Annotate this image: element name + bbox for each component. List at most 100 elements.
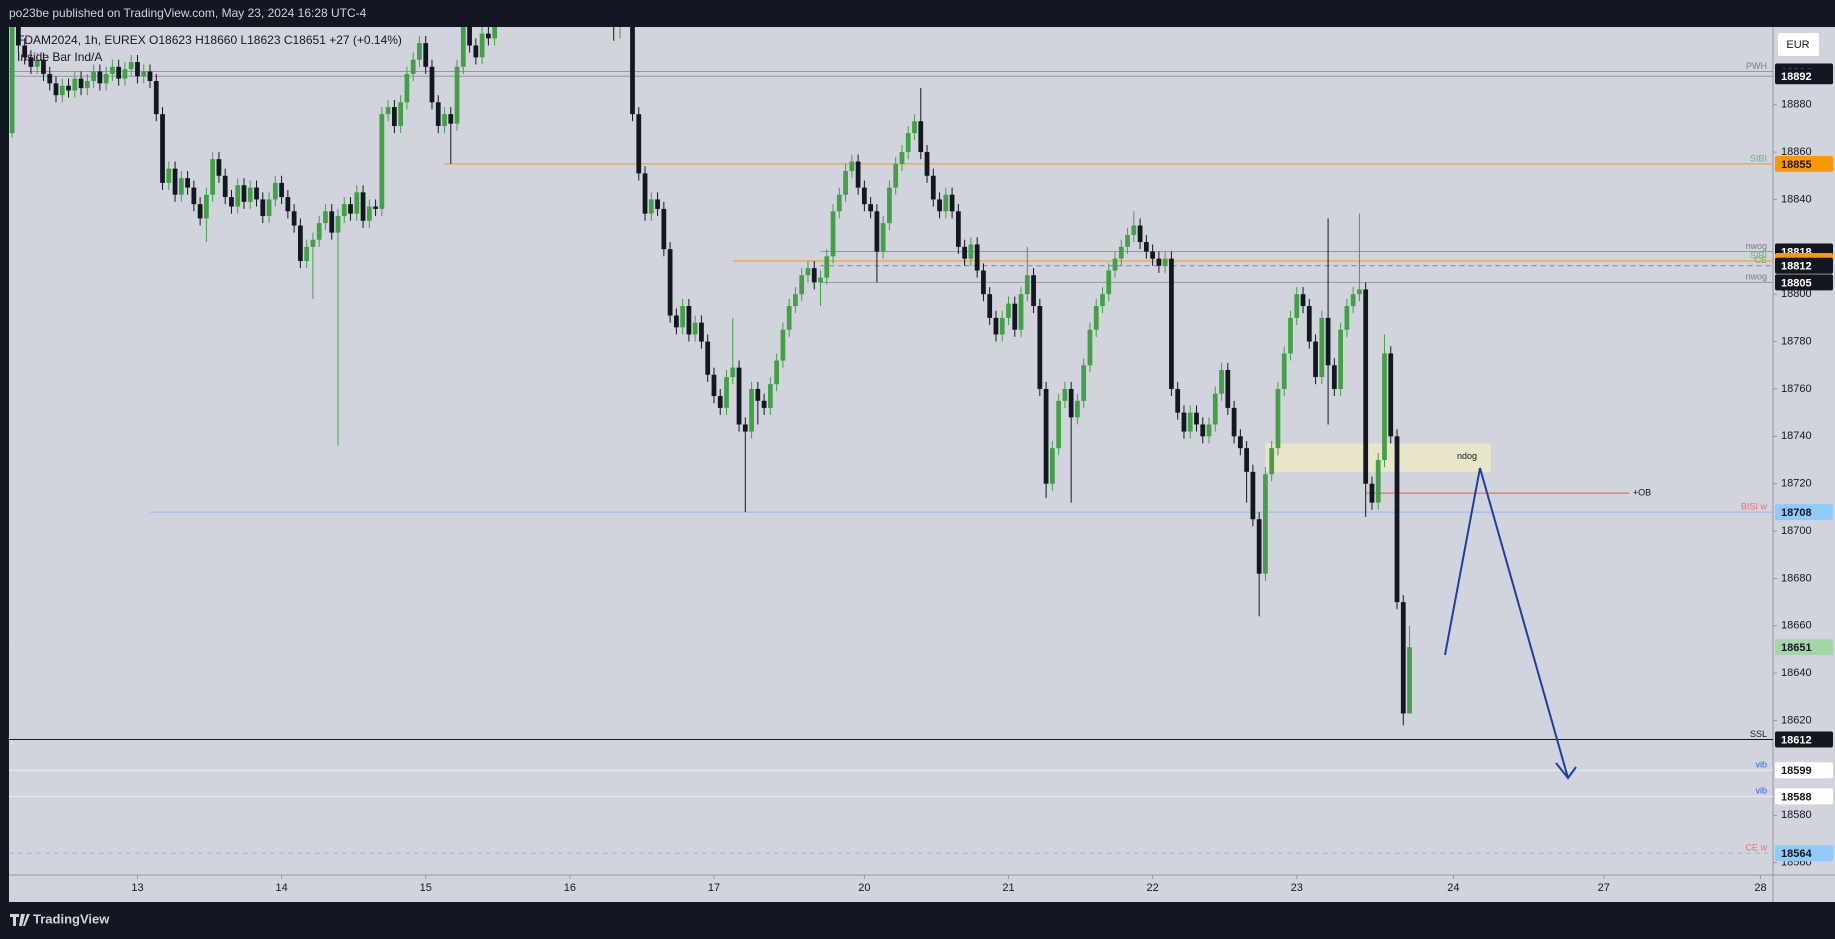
candle-body xyxy=(298,225,303,262)
x-tick-label: 23 xyxy=(1291,882,1303,894)
x-tick-label: 14 xyxy=(275,882,287,894)
candle-body xyxy=(1325,317,1331,366)
candle-body xyxy=(1131,225,1137,235)
candle-body xyxy=(999,317,1005,335)
candle-body xyxy=(1143,242,1149,252)
candle-body xyxy=(379,114,385,209)
brand-name: TradingView xyxy=(33,911,110,926)
price-label-box xyxy=(1775,155,1833,172)
price-label-box xyxy=(1775,274,1833,291)
y-tick-label: 18880 xyxy=(1781,99,1812,111)
candle-body xyxy=(1357,289,1362,295)
candle-body xyxy=(830,211,836,257)
candle-body xyxy=(492,27,498,39)
candle-body xyxy=(655,199,660,209)
candle-body xyxy=(1306,306,1312,342)
candle-body xyxy=(235,185,241,207)
candle-body xyxy=(1112,258,1118,271)
candle-body xyxy=(1175,388,1181,413)
candle-body xyxy=(1388,353,1394,437)
candle-body xyxy=(128,62,134,70)
candle-body xyxy=(1407,647,1412,714)
candle-body xyxy=(818,277,823,283)
candle-body xyxy=(166,168,172,183)
candle-body xyxy=(116,66,122,79)
candle-body xyxy=(730,367,736,378)
candle-body xyxy=(1244,448,1250,472)
candle-body xyxy=(742,424,748,432)
candle-body xyxy=(473,45,479,58)
brand-logo xyxy=(10,914,30,926)
candle-body xyxy=(899,152,905,164)
candle-body xyxy=(1118,246,1124,259)
y-tick-label: 18640 xyxy=(1781,667,1812,679)
candle-body xyxy=(1012,303,1018,330)
price-label: 18564 xyxy=(1781,848,1812,860)
candle-body xyxy=(392,107,397,127)
candle-body xyxy=(736,367,742,425)
candle-body xyxy=(454,66,460,124)
y-tick-label: 18660 xyxy=(1781,620,1812,632)
candle-body xyxy=(1200,424,1206,437)
candle-body xyxy=(755,388,761,401)
currency: EUR xyxy=(1786,39,1809,51)
candle-body xyxy=(1212,393,1218,425)
price-label-box xyxy=(1775,731,1833,748)
candle-body xyxy=(855,161,861,188)
candle-body xyxy=(316,223,322,240)
x-tick-label: 16 xyxy=(564,882,576,894)
candle-body xyxy=(1031,275,1036,307)
candle-body xyxy=(84,81,90,89)
candle-body xyxy=(1081,365,1087,401)
candle-body xyxy=(880,223,886,252)
level-tag: vib xyxy=(1755,760,1767,770)
candle-body xyxy=(705,341,711,375)
candle-body xyxy=(1256,519,1262,574)
candle-body xyxy=(323,211,328,224)
candle-body xyxy=(680,306,686,328)
y-tick-label: 18800 xyxy=(1781,288,1812,300)
candle-body xyxy=(216,159,222,176)
candle-body xyxy=(279,182,284,198)
candle-body xyxy=(373,206,378,209)
candle-body xyxy=(987,294,993,318)
candle-body xyxy=(1263,474,1268,574)
candle-body xyxy=(291,211,297,226)
candle-body xyxy=(749,388,754,432)
price-label-box xyxy=(1775,845,1833,862)
candle-body xyxy=(304,246,310,262)
candle-body xyxy=(1400,602,1406,714)
candle-body xyxy=(774,360,780,385)
price-label: 18855 xyxy=(1781,159,1812,171)
candle-body xyxy=(1056,400,1062,449)
candle-body xyxy=(955,211,961,247)
candle-body xyxy=(185,178,190,188)
candle-body xyxy=(448,114,454,124)
candle-body xyxy=(135,62,140,77)
published-note: po23be published on TradingView.com, May… xyxy=(9,6,367,20)
candle-body xyxy=(692,322,698,335)
candle-body xyxy=(435,102,441,127)
candle-body xyxy=(943,194,949,212)
candle-body xyxy=(761,400,767,408)
candle-body xyxy=(1100,294,1105,307)
candle-body xyxy=(460,27,466,67)
y-tick-label: 18840 xyxy=(1781,193,1812,205)
candle-body xyxy=(724,377,729,408)
candle-body xyxy=(661,208,667,250)
y-tick-label: 18740 xyxy=(1781,430,1812,442)
candle-body xyxy=(360,192,366,221)
candle-body xyxy=(636,114,642,174)
candle-body xyxy=(53,83,59,96)
level-tag: SIBI xyxy=(1750,250,1767,260)
candle-body xyxy=(1169,258,1174,389)
candle-body xyxy=(1382,353,1387,461)
price-label-box xyxy=(1775,762,1833,779)
candle-body xyxy=(247,187,253,202)
level-tag: SSL xyxy=(1750,729,1767,739)
candle-body xyxy=(1319,317,1325,378)
candle-body xyxy=(630,27,635,115)
level-tag: SIBI xyxy=(1750,153,1767,163)
candle-body xyxy=(717,396,723,408)
